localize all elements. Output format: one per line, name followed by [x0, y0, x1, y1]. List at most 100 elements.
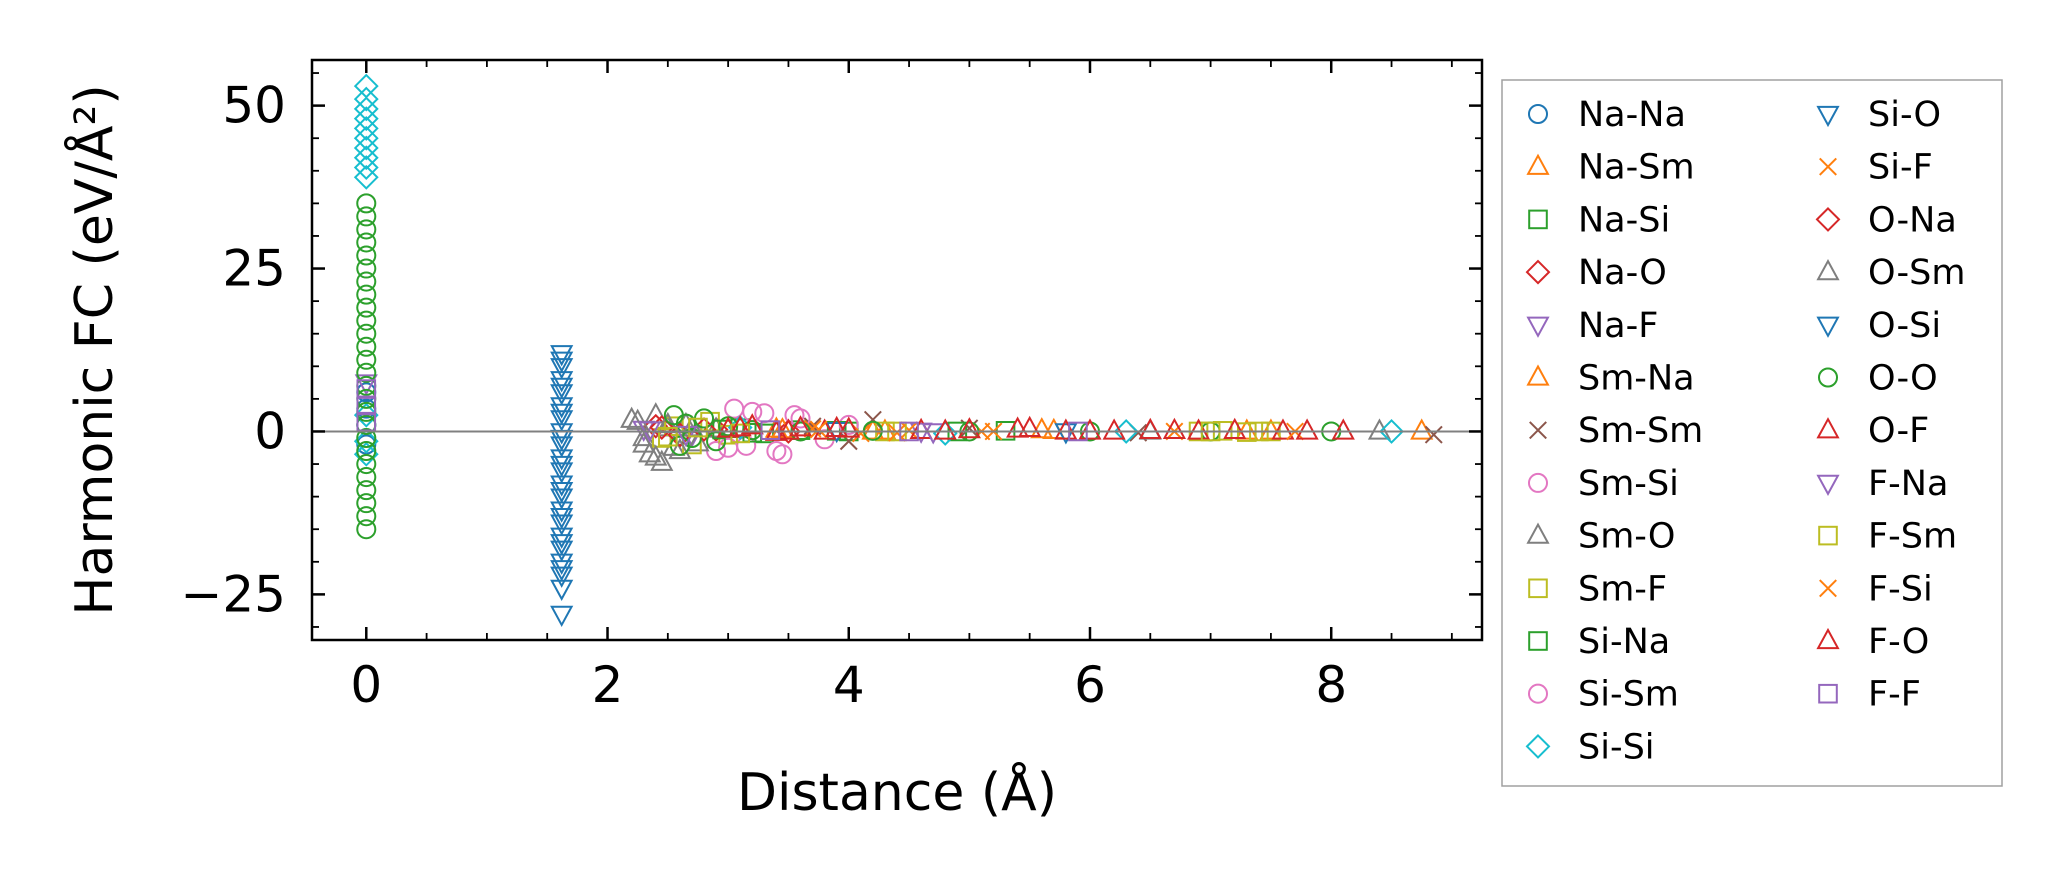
x-axis-title: Distance (Å): [737, 761, 1057, 823]
data-point: [550, 566, 574, 588]
x-tick-label: 8: [1315, 656, 1347, 714]
legend-label: O-Si: [1868, 306, 1941, 346]
legend-label: Si-Sm: [1578, 675, 1679, 715]
data-point: [356, 506, 377, 527]
legend-entry: Na-Sm: [1526, 148, 1695, 188]
legend-marker: [1816, 105, 1840, 128]
legend-label: Sm-Sm: [1578, 411, 1703, 451]
series-O-Sm: [620, 406, 704, 466]
axis-ticks: 0 2 4 6 8 −25 0 25 50: [180, 60, 1482, 714]
data-point: [1410, 418, 1434, 440]
data-point: [550, 514, 574, 536]
data-point: [353, 164, 379, 190]
legend-entry: Sm-Na: [1526, 359, 1695, 399]
data-point: [644, 444, 668, 466]
data-point: [620, 406, 644, 428]
data-point: [353, 96, 379, 122]
legend-entry: O-Si: [1816, 306, 1941, 346]
legend-marker: [1527, 103, 1549, 125]
data-point: [718, 437, 739, 458]
data-point: [1259, 418, 1283, 440]
data-point: [356, 336, 377, 357]
data-point: [356, 395, 377, 416]
legend-marker: [1819, 157, 1837, 176]
series-O-Si: [550, 351, 574, 582]
data-point: [353, 428, 379, 454]
legend: Na-Na Na-Sm Na-Si Na-O Na-F Sm-Na Sm-Sm Sm-Si Sm…: [1501, 79, 2003, 787]
data-point: [550, 423, 574, 445]
data-point: [686, 430, 710, 452]
data-point: [658, 426, 678, 447]
data-point: [1295, 418, 1319, 440]
y-axis-title: Harmonic FC (eV/Å²): [63, 84, 125, 615]
data-point: [550, 436, 574, 458]
legend-entry: F-Si: [1819, 569, 1933, 609]
data-point: [932, 421, 958, 446]
legend-entry: Na-F: [1526, 306, 1658, 346]
data-point: [550, 455, 574, 478]
legend-label: Si-Na: [1578, 622, 1670, 662]
legend-entry: O-F: [1816, 411, 1929, 451]
data-point: [688, 417, 708, 438]
data-point: [356, 245, 377, 266]
legend-entry: Sm-Si: [1527, 464, 1679, 504]
data-point: [550, 403, 574, 425]
data-point: [1030, 417, 1054, 439]
data-point: [825, 415, 849, 438]
data-point: [550, 462, 574, 484]
data-point: [550, 501, 574, 523]
data-point: [550, 371, 574, 393]
data-point: [550, 377, 574, 399]
data-point: [760, 420, 781, 440]
data-point: [356, 284, 377, 305]
data-point: [356, 206, 377, 227]
legend-frame: [1501, 79, 2003, 787]
data-point: [861, 418, 885, 440]
legend-label: O-Sm: [1868, 253, 1965, 293]
legend-marker: [1815, 206, 1841, 232]
series-Sm-O: [626, 402, 1392, 471]
data-point: [788, 415, 813, 437]
data-point: [742, 401, 763, 422]
legend-label: Na-Sm: [1578, 148, 1695, 188]
series-F-O: [728, 415, 1319, 440]
data-point: [728, 415, 752, 437]
series-O-O: [356, 193, 1342, 540]
legend-marker: [1528, 209, 1548, 230]
data-point: [1186, 418, 1211, 440]
series-F-Sm: [658, 417, 1269, 447]
data-point: [1006, 416, 1030, 438]
legend-entry: F-Sm: [1818, 517, 1957, 557]
legend-label: F-O: [1868, 622, 1929, 662]
legend-entry: Si-F: [1819, 148, 1933, 188]
data-point: [550, 475, 574, 497]
legend-label: Na-Na: [1578, 95, 1686, 135]
data-point: [900, 421, 919, 440]
legend-entry: O-O: [1817, 359, 1938, 399]
data-point: [356, 310, 377, 331]
data-point: [353, 155, 379, 180]
legend-label: O-Na: [1868, 200, 1957, 240]
legend-entry: Sm-F: [1528, 569, 1667, 609]
data-point: [1054, 418, 1078, 440]
plot-frame: [310, 58, 1484, 642]
data-point: [353, 402, 379, 428]
legend-entry: F-Na: [1816, 464, 1948, 504]
data-point: [356, 493, 377, 514]
data-point: [356, 297, 377, 318]
legend-label: Sm-F: [1578, 569, 1667, 609]
legend-marker: [1816, 627, 1840, 650]
data-point: [356, 271, 377, 292]
data-point: [1367, 418, 1392, 440]
data-point: [809, 420, 828, 439]
data-point: [356, 480, 377, 501]
data-point: [1078, 418, 1102, 440]
data-point: [933, 418, 957, 440]
data-point: [1235, 418, 1259, 440]
data-point: [353, 125, 379, 151]
x-tick-label: 4: [833, 656, 865, 714]
data-point: [550, 560, 574, 582]
legend-marker: [1816, 316, 1840, 338]
data-point: [356, 467, 377, 488]
legend-label: Na-Si: [1578, 200, 1670, 240]
